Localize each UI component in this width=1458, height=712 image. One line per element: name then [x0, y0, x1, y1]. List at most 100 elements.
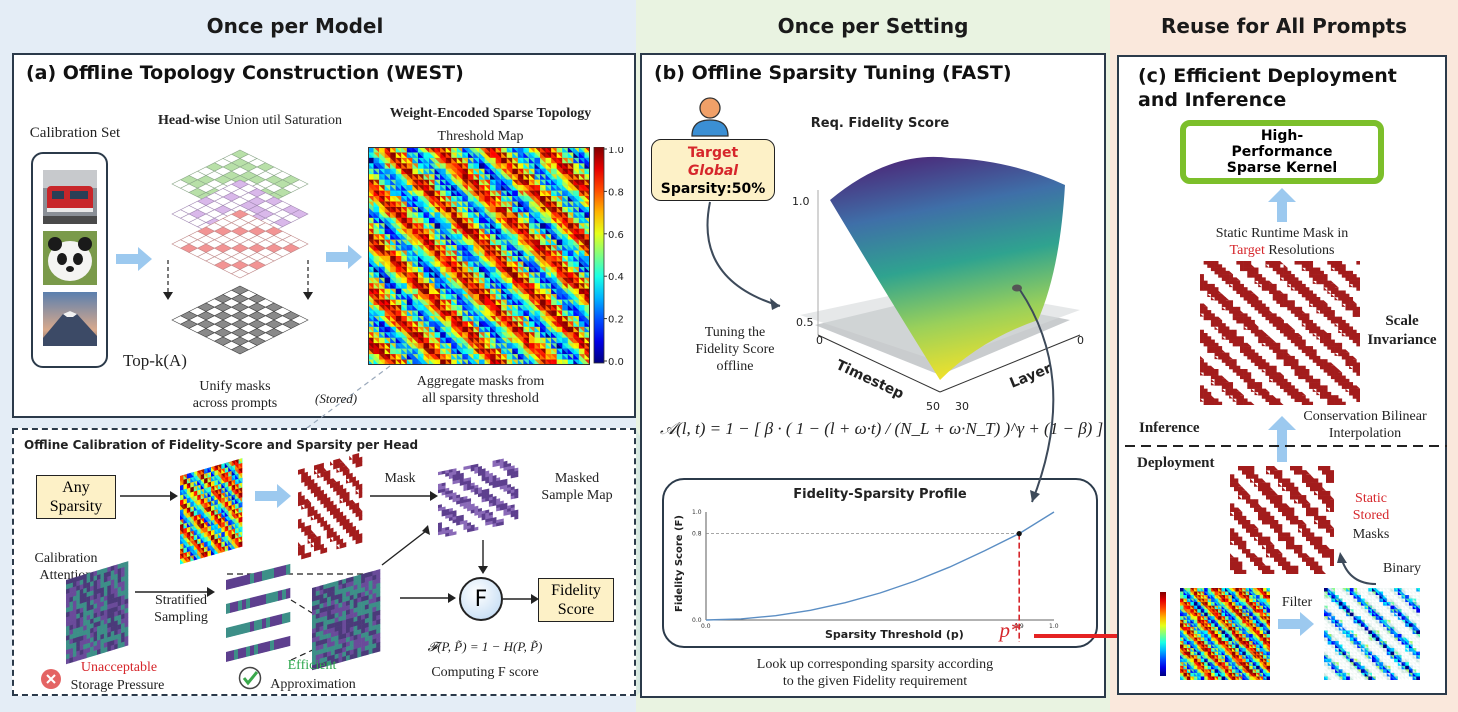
arrow-filter	[1278, 612, 1314, 636]
sparsity-formula: 𝒜(l, t) = 1 − [ β · ( 1 − (l + ω·t) / (N…	[660, 419, 1104, 438]
mask-stack	[163, 149, 313, 355]
p-star-label: p*	[999, 618, 1021, 642]
scale-invariance-label: Scale Invariance	[1367, 313, 1437, 348]
profile-x-label: Sparsity Threshold (p)	[825, 628, 964, 641]
colorbar-tick: 0.0	[608, 357, 624, 368]
mask-label: Mask	[384, 471, 416, 486]
train-image	[43, 170, 97, 224]
headwise-label: Head-wise Union util Saturation	[140, 112, 360, 129]
panel-c-title-line2: and Inference	[1138, 89, 1287, 111]
efficient-text: Efficient	[287, 658, 337, 673]
efficient-label: Efficient	[262, 657, 362, 674]
sample-strip	[226, 587, 291, 614]
panel-a-title: (a) Offline Topology Construction (WEST)	[26, 62, 464, 84]
cross-icon	[41, 669, 61, 689]
iso-mask-layer	[171, 209, 309, 279]
masked-sample-map	[438, 455, 519, 538]
colorbar-tick: 0.2	[608, 315, 624, 326]
masked-sample-map-label: Masked Sample Map	[541, 471, 613, 503]
colorbar-tick: 1.0	[608, 147, 624, 156]
arrow-masked-to-f	[478, 540, 488, 574]
arrow-masks-to-topology	[326, 245, 362, 269]
threshold-map-label: Threshold Map	[437, 129, 524, 144]
stratified-strips	[226, 563, 291, 662]
arrow-sparsity-to-map	[120, 491, 178, 501]
colorbar-tick: 0.8	[608, 187, 624, 198]
fidelity-sparsity-profile: 0.0 0.9 1.0 1.0 0.8 0.0 Sparsity Threshold (p)…	[674, 509, 1059, 642]
target-sparsity-box: Target Global Sparsity:50%	[651, 139, 775, 201]
section-header-prompts: Reuse for All Prompts	[1161, 14, 1407, 38]
check-icon	[238, 666, 262, 690]
sample-strip	[226, 563, 291, 590]
calib-threshold-map	[180, 458, 243, 565]
z-tick-top: 1.0	[792, 195, 810, 208]
headwise-rest: Union util Saturation	[220, 113, 342, 128]
inference-divider	[1125, 445, 1447, 447]
stratified-sampling-label: Stratified Sampling	[154, 593, 208, 625]
binary-arrow	[1337, 552, 1377, 585]
calibration-panel-title: Offline Calibration of Fidelity-Score an…	[24, 438, 419, 452]
deploy-colorbar	[1160, 592, 1166, 676]
binary-label: Binary	[1382, 561, 1422, 576]
fidelity-score-box: Fidelity Score	[538, 578, 614, 622]
calib-binary-mask	[298, 452, 363, 560]
west-title: Weight-Encoded Sparse Topology	[389, 106, 592, 121]
calibration-set-label: Calibration Set	[29, 125, 121, 141]
tuning-label: Tuning the Fidelity Score offline	[695, 325, 775, 374]
profile-y-tick: 1.0	[692, 509, 702, 516]
f-score-circle: F	[459, 577, 503, 621]
colorbar-tick: 0.4	[608, 272, 624, 283]
sample-strip	[226, 611, 291, 638]
static-stored-label: Static Stored	[1352, 491, 1390, 523]
profile-y-tick: 0.0	[692, 617, 702, 624]
profile-point	[1016, 531, 1022, 537]
arrow-threshold-to-mask	[255, 484, 291, 508]
masks-label: Masks	[1352, 527, 1390, 542]
user-icon	[691, 97, 729, 137]
mountain-image	[43, 292, 97, 346]
sample-strip	[226, 635, 291, 662]
any-sparsity-box: Any Sparsity	[36, 475, 116, 519]
arrow-up-kernel	[1268, 188, 1296, 222]
aggregate-label: Aggregate masks from all sparsity thresh…	[416, 374, 545, 406]
static-runtime-label-2: Target Resolutions	[1180, 242, 1384, 259]
lookup-label: Look up corresponding sparsity according…	[756, 657, 994, 689]
sparse-kernel-box: High- Performance Sparse Kernel	[1180, 120, 1384, 184]
heat-cells	[1324, 588, 1420, 680]
profile-x-tick: 1.0	[1049, 623, 1059, 630]
profile-line	[705, 511, 1055, 621]
calibration-images	[43, 170, 97, 346]
static-runtime-label: Static Runtime Mask in	[1180, 225, 1384, 242]
heat-cells	[180, 458, 243, 565]
headwise-bold: Head-wise	[158, 113, 221, 128]
filter-label: Filter	[1281, 595, 1313, 610]
timestep-tick-0: 0	[816, 334, 823, 347]
arrow-up-inference	[1268, 416, 1296, 462]
approximation-label: Approximation	[270, 677, 356, 692]
deploy-threshold-map	[1160, 588, 1270, 680]
storage-pressure-label: Storage Pressure	[70, 678, 165, 693]
sampled-attention-map	[312, 569, 381, 671]
mask-cells	[1230, 466, 1334, 574]
arrow-calib-to-masks	[116, 247, 152, 271]
unify-label: Unify masks across prompts	[192, 379, 278, 411]
f-score-formula: 𝓕(P, P̃) = 1 − H(P, P̃)	[427, 639, 543, 654]
profile-x-tick: 0.9	[1014, 623, 1024, 630]
static-runtime-target: Target	[1229, 243, 1265, 258]
colorbar-gradient	[593, 147, 605, 364]
calibration-attention-map	[66, 561, 129, 665]
layer-tick-30: 30	[955, 400, 969, 413]
target-line3: Sparsity:50%	[660, 181, 766, 197]
mask-cells	[298, 453, 363, 560]
target-line1: Target	[687, 145, 739, 161]
iso-mask-layer	[171, 285, 309, 355]
surface-point	[1012, 284, 1022, 292]
conservation-label: Conservation Bilinear Interpolation	[1303, 409, 1427, 441]
timestep-tick-50: 50	[926, 400, 940, 413]
layer-tick-0: 0	[1077, 334, 1084, 347]
stored-mask	[1230, 466, 1334, 574]
arrow-f-to-score	[503, 594, 539, 604]
z-tick-bottom: 0.5	[796, 316, 814, 329]
section-header-model: Once per Model	[206, 14, 384, 38]
